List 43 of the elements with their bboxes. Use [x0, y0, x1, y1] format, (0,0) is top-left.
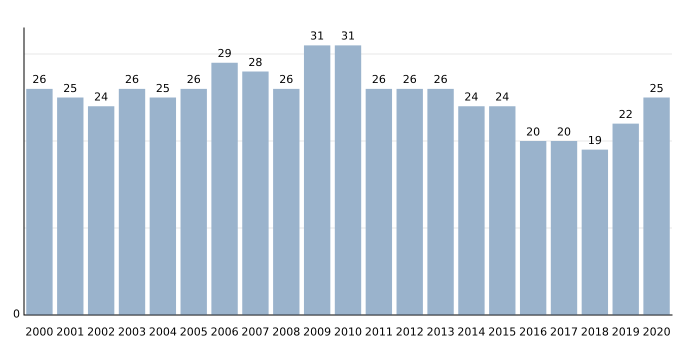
data-label: 26 [434, 73, 448, 86]
data-label: 31 [310, 30, 324, 43]
x-tick-label: 2004 [148, 325, 177, 338]
data-label: 26 [32, 73, 46, 86]
x-tick-label: 2007 [241, 325, 270, 338]
x-tick-label: 2010 [334, 325, 362, 338]
data-label: 29 [218, 47, 232, 60]
text: 0 [13, 308, 20, 321]
x-tick-label: 2005 [180, 325, 208, 338]
x-tick-label: 2017 [550, 325, 578, 338]
x-tick-label: 2019 [612, 325, 640, 338]
data-label: 20 [557, 125, 571, 138]
data-label: 25 [156, 82, 170, 95]
data-label: 25 [650, 82, 664, 95]
data-label: 26 [186, 73, 201, 86]
data-label: 26 [402, 73, 417, 86]
data-label: 25 [63, 82, 78, 95]
x-tick-label: 2003 [118, 325, 146, 338]
data-label: 20 [526, 125, 540, 138]
x-tick-label: 2015 [488, 325, 516, 338]
x-tick-label: 2012 [396, 325, 424, 338]
data-label: 31 [341, 30, 355, 43]
x-tick-label: 2013 [426, 325, 455, 338]
data-label: 26 [125, 73, 139, 86]
data-label: 26 [279, 73, 294, 86]
x-tick-label: 2002 [87, 325, 116, 338]
x-tick-label: 2009 [303, 325, 332, 338]
data-label: 24 [464, 90, 478, 104]
data-label: 24 [495, 90, 510, 104]
data-label: 28 [248, 56, 262, 69]
x-tick-label: 2014 [457, 325, 486, 338]
data-label: 26 [372, 73, 386, 86]
x-tick-label: 2006 [210, 325, 239, 338]
data-label: 19 [588, 134, 602, 148]
x-tick-label: 2011 [364, 325, 393, 338]
data-label: 24 [94, 90, 108, 104]
x-tick-label: 2000 [25, 325, 54, 338]
x-tick-label: 2001 [56, 325, 84, 338]
data-label: 22 [618, 108, 633, 121]
x-tick-label: 2016 [519, 325, 548, 338]
x-tick-label: 2018 [580, 325, 609, 338]
x-tick-label: 2020 [642, 325, 671, 338]
x-tick-label: 2008 [272, 325, 300, 338]
